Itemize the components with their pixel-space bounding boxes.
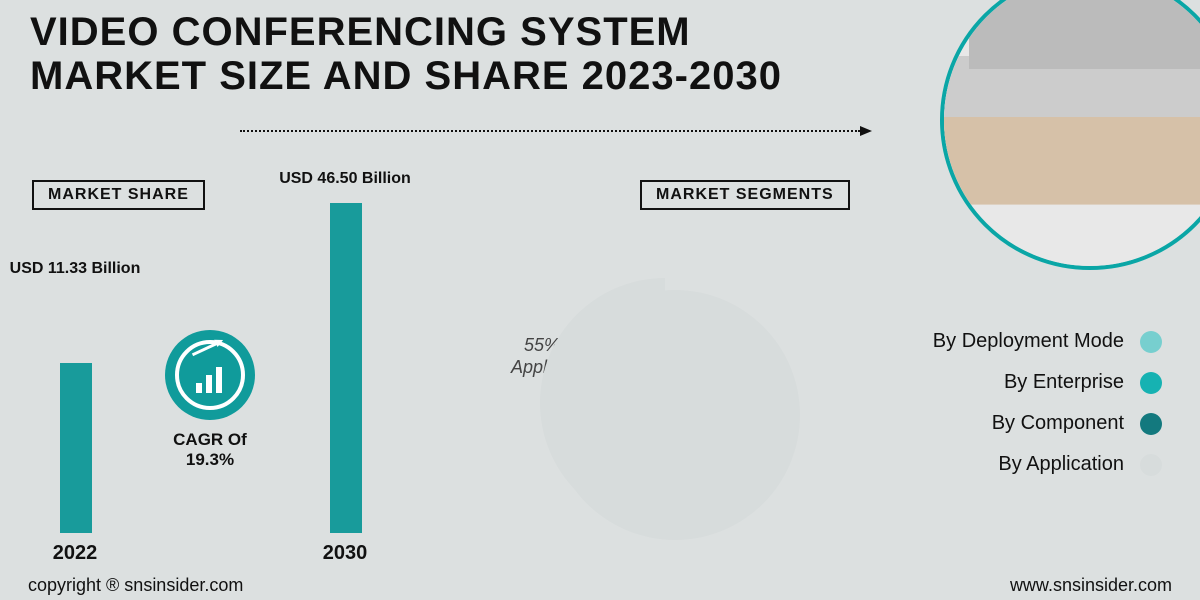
bar-label-1: USD 46.50 Billion [265,170,425,188]
footer-url: www.snsinsider.com [1010,575,1172,596]
title-arrow [240,130,860,132]
legend-dot [1140,331,1162,353]
bar-label-0: USD 11.33 Billion [0,260,155,278]
pie-chart: 55% By Application [500,280,810,570]
hero-image-circle [940,0,1200,270]
legend-label: By Deployment Mode [933,330,1124,353]
legend-row: By Component [862,412,1162,435]
growth-chart-icon [192,357,228,393]
bar-0 [60,363,92,533]
legend-dot [1140,454,1162,476]
hero-image-placeholder [944,0,1200,266]
legend: By Deployment Mode By Enterprise By Comp… [862,330,1162,494]
bar-1 [330,203,362,533]
market-segments-tag: MARKET SEGMENTS [640,180,850,210]
legend-label: By Enterprise [1004,371,1124,394]
bar-year-1: 2030 [305,542,385,565]
page-title: VIDEO CONFERENCING SYSTEM MARKET SIZE AN… [30,10,850,98]
bar-year-0: 2022 [35,542,115,565]
legend-row: By Enterprise [862,371,1162,394]
cagr-ring [165,330,255,420]
legend-row: By Application [862,453,1162,476]
legend-label: By Application [998,453,1124,476]
cagr-text: CAGR Of 19.3% [150,430,270,470]
legend-dot [1140,413,1162,435]
cagr-badge: CAGR Of 19.3% [150,330,270,470]
legend-row: By Deployment Mode [862,330,1162,353]
footer-copyright: copyright ® snsinsider.com [28,575,243,596]
legend-label: By Component [992,412,1124,435]
legend-dot [1140,372,1162,394]
